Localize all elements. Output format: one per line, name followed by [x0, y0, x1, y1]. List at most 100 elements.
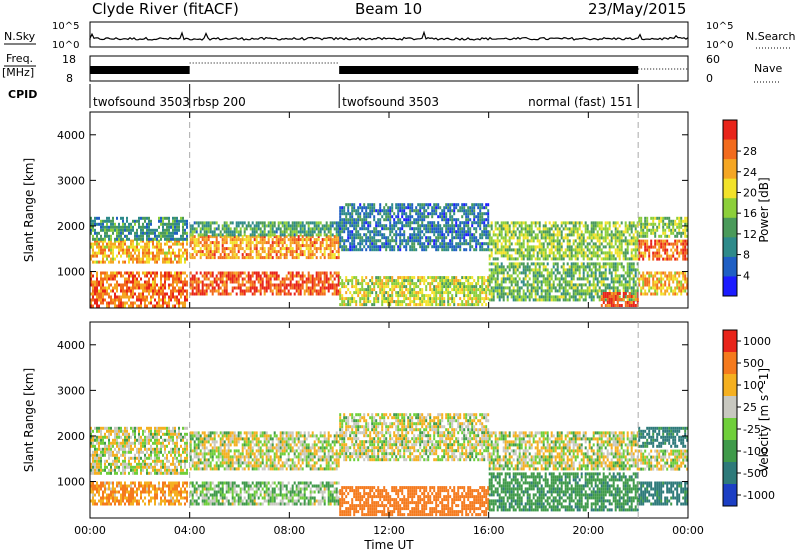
echo-cell — [528, 248, 531, 252]
echo-cell — [365, 300, 368, 304]
echo-cell — [150, 271, 152, 275]
echo-cell — [471, 300, 474, 304]
echo-cell — [502, 295, 505, 299]
echo-cell — [459, 224, 462, 228]
echo-cell — [223, 286, 226, 290]
echo-cell — [574, 298, 577, 302]
echo-cell — [311, 233, 314, 237]
echo-cell — [526, 251, 529, 255]
echo-cell — [594, 236, 597, 240]
echo-cell — [227, 227, 230, 231]
echo-cell — [395, 242, 398, 246]
echo-cell — [168, 234, 170, 238]
echo-cell — [100, 286, 102, 290]
echo-cell — [267, 221, 270, 225]
echo-cell — [469, 303, 472, 307]
echo-cell — [634, 239, 637, 243]
echo-cell — [389, 242, 392, 246]
echo-cell — [506, 230, 509, 234]
echo-cell — [299, 247, 302, 251]
echo-cell — [600, 271, 603, 275]
echo-cell — [297, 221, 300, 225]
echo-cell — [106, 242, 108, 246]
echo-cell — [345, 227, 348, 231]
echo-cell — [337, 256, 340, 260]
echo-cell — [628, 233, 631, 237]
echo-cell — [315, 241, 318, 245]
echo-cell — [156, 271, 158, 275]
echo-cell — [311, 289, 314, 293]
echo-cell — [381, 300, 384, 304]
echo-cell — [429, 203, 432, 207]
echo-cell — [453, 285, 456, 289]
echo-cell — [540, 236, 543, 240]
echo-cell — [279, 283, 282, 287]
echo-cell — [626, 262, 629, 266]
echo-cell — [566, 268, 569, 272]
echo-cell — [142, 292, 144, 296]
echo-cell — [483, 233, 486, 237]
echo-cell — [249, 244, 252, 248]
echo-cell — [592, 271, 595, 275]
echo-cell — [231, 289, 234, 293]
echo-cell — [534, 268, 537, 272]
echo-cell — [461, 215, 464, 219]
echo-cell — [600, 221, 603, 225]
echo-cell — [353, 300, 356, 304]
echo-cell — [355, 224, 358, 228]
echo-cell — [345, 245, 348, 249]
echo-cell — [487, 212, 490, 216]
echo-cell — [124, 271, 126, 275]
echo-cell — [319, 286, 322, 290]
echo-cell — [516, 262, 519, 266]
echo-cell — [237, 274, 240, 278]
echo-cell — [90, 231, 92, 235]
echo-cell — [197, 277, 200, 281]
echo-cell — [331, 224, 334, 228]
echo-cell — [483, 279, 486, 283]
echo-cell — [367, 221, 370, 225]
echo-cell — [94, 251, 96, 255]
echo-cell — [441, 303, 444, 307]
echo-cell — [628, 265, 631, 269]
echo-cell — [108, 283, 110, 287]
echo-cell — [229, 235, 232, 239]
echo-cell — [247, 271, 250, 275]
echo-cell — [96, 301, 98, 305]
echo-cell — [520, 227, 523, 231]
echo-cell — [110, 260, 112, 264]
echo-cell — [558, 280, 561, 284]
echo-cell — [178, 271, 180, 275]
echo-cell — [263, 271, 266, 275]
echo-cell — [536, 236, 539, 240]
echo-cell — [544, 221, 547, 225]
echo-cell — [189, 292, 192, 296]
echo-cell — [588, 268, 591, 272]
echo-cell — [391, 285, 394, 289]
echo-cell — [488, 292, 491, 296]
echo-cell — [469, 245, 472, 249]
echo-cell — [590, 268, 593, 272]
echo-cell — [199, 289, 202, 293]
echo-cell — [453, 248, 456, 252]
echo-cell — [237, 244, 240, 248]
echo-cell — [588, 248, 591, 252]
echo-cell — [530, 292, 533, 296]
echo-cell — [512, 277, 515, 281]
echo-cell — [421, 248, 424, 252]
echo-cell — [114, 237, 116, 241]
echo-cell — [604, 245, 607, 249]
echo-cell — [259, 274, 262, 278]
echo-cell — [596, 268, 599, 272]
echo-cell — [632, 265, 635, 269]
echo-cell — [630, 251, 633, 255]
echo-cell — [439, 236, 442, 240]
echo-cell — [130, 225, 132, 229]
echo-cell — [128, 254, 130, 258]
echo-cell — [618, 230, 621, 234]
echo-cell — [325, 238, 328, 242]
echo-cell — [500, 277, 503, 281]
echo-cell — [118, 298, 120, 302]
echo-cell — [321, 244, 324, 248]
echo-cell — [156, 260, 158, 264]
